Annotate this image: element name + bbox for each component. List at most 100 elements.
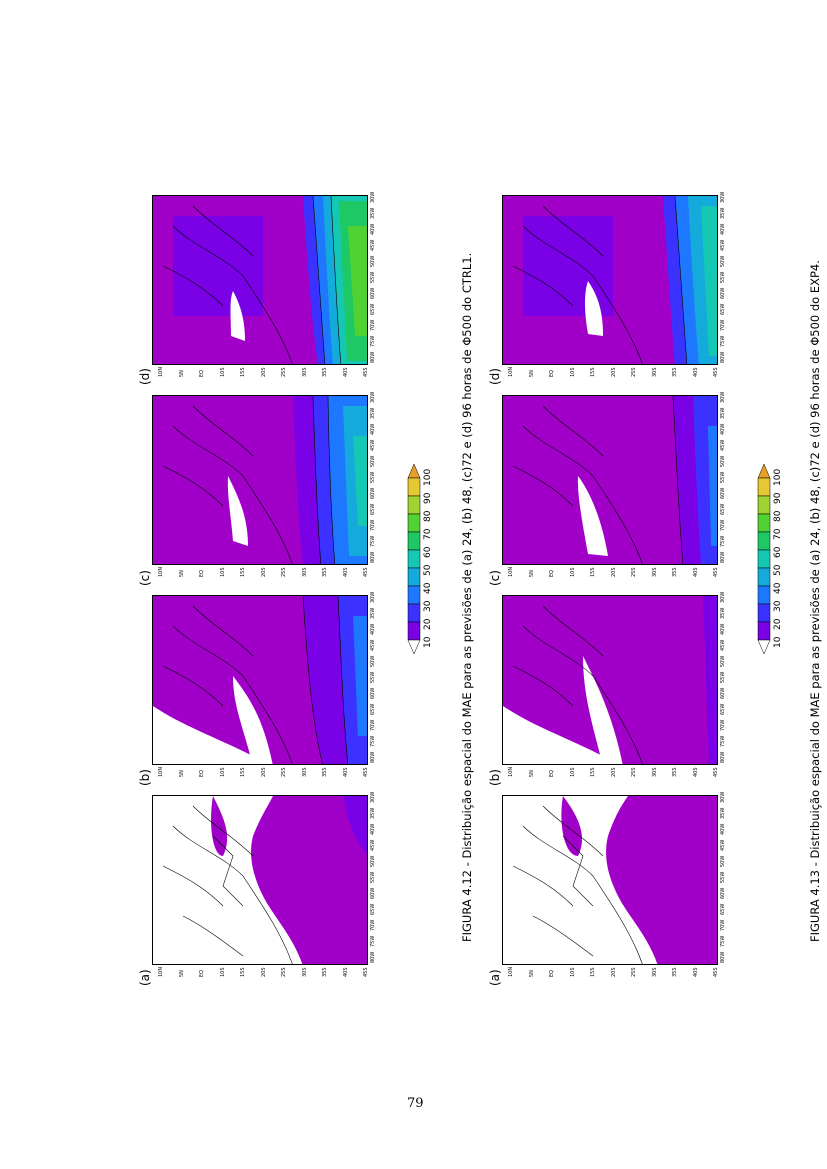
lat-tick-label: 30S <box>651 367 658 377</box>
lon-tick-label: 75W <box>370 535 376 547</box>
lat-tick-label: 40S <box>692 567 699 577</box>
lon-tick-label: 75W <box>370 335 376 347</box>
lat-tick-label: 20S <box>260 367 267 377</box>
lon-tick-label: 80W <box>720 351 726 363</box>
map-panel-b <box>502 595 718 765</box>
lon-tick-label: 80W <box>720 551 726 563</box>
lon-tick-label: 55W <box>370 671 376 683</box>
lon-tick-label: 50W <box>720 855 726 867</box>
lon-tick-label: 55W <box>370 871 376 883</box>
lat-tick-label: 30S <box>301 767 308 777</box>
lon-tick-label: 30W <box>720 191 726 203</box>
lat-tick-label: 45S <box>363 567 369 577</box>
lon-tick-label: 50W <box>370 455 376 467</box>
lat-tick-label: 45S <box>713 767 719 777</box>
lon-tick-label: 45W <box>370 839 376 851</box>
lon-tick-label: 70W <box>370 319 376 331</box>
colorbar-label: 20 <box>423 618 433 630</box>
lat-tick-label: 15S <box>240 367 246 377</box>
lon-tick-label: 40W <box>370 423 376 435</box>
lon-tick-label: 45W <box>370 439 376 451</box>
lon-tick-label: 30W <box>370 591 376 603</box>
colorbar-label: 10 <box>423 636 433 648</box>
lat-tick-label: EQ <box>199 969 205 977</box>
lon-tick-label: 70W <box>720 719 726 731</box>
map-panel-a <box>502 795 718 965</box>
lon-tick-label: 70W <box>370 719 376 731</box>
page-number: 79 <box>407 1096 424 1111</box>
lon-tick-label: 40W <box>370 223 376 235</box>
lon-tick-label: 55W <box>720 471 726 483</box>
lon-tick-label: 30W <box>720 791 726 803</box>
colorbar-swatch <box>757 513 771 533</box>
lat-tick-label: 35S <box>322 767 328 777</box>
lat-tick-label: 15S <box>590 767 596 777</box>
panel-label-b: (b) <box>138 769 152 786</box>
lat-tick-label: 10S <box>569 567 576 577</box>
panel-label-c: (c) <box>488 570 502 586</box>
lat-tick-label: 25S <box>281 367 287 377</box>
lat-tick-label: 5N <box>528 970 535 977</box>
colorbar-min-triangle <box>757 639 771 655</box>
lon-tick-label: 35W <box>720 407 726 419</box>
lon-tick-label: 60W <box>370 487 376 499</box>
lat-tick-label: 45S <box>363 967 369 977</box>
lat-tick-label: 5N <box>528 770 535 777</box>
lat-tick-label: 10S <box>219 567 226 577</box>
lat-tick-label: 35S <box>672 367 678 377</box>
lat-tick-label: 20S <box>610 367 617 377</box>
lon-tick-label: 75W <box>720 935 726 947</box>
lon-tick-label: 50W <box>370 255 376 267</box>
lon-tick-label: 80W <box>720 951 726 963</box>
colorbar-label: 100 <box>423 468 433 486</box>
panel-label-d: (d) <box>488 368 502 385</box>
colorbar-swatch <box>757 495 771 515</box>
lon-tick-label: 65W <box>370 903 376 915</box>
colorbar-label: 80 <box>773 510 783 522</box>
colorbar-label: 40 <box>423 582 433 594</box>
lat-tick-label: 10N <box>508 366 514 377</box>
lat-tick-label: 25S <box>631 367 637 377</box>
lon-tick-label: 40W <box>720 223 726 235</box>
lat-tick-label: 5N <box>178 970 185 977</box>
lat-tick-label: 25S <box>281 767 287 777</box>
lat-tick-label: EQ <box>199 369 205 377</box>
lon-tick-label: 35W <box>370 607 376 619</box>
lon-tick-label: 45W <box>720 439 726 451</box>
lon-tick-label: 70W <box>720 919 726 931</box>
lon-tick-label: 70W <box>370 919 376 931</box>
colorbar-label: 70 <box>423 528 433 540</box>
lon-tick-label: 55W <box>720 271 726 283</box>
lon-tick-label: 70W <box>370 519 376 531</box>
lon-tick-label: 65W <box>720 303 726 315</box>
lon-tick-label: 75W <box>370 735 376 747</box>
lon-tick-label: 75W <box>720 535 726 547</box>
lat-tick-label: 25S <box>631 967 637 977</box>
lat-tick-label: 40S <box>692 967 699 977</box>
lat-tick-label: 20S <box>260 767 267 777</box>
lat-tick-label: 30S <box>651 567 658 577</box>
lon-tick-label: 65W <box>720 703 726 715</box>
lon-tick-label: 55W <box>720 671 726 683</box>
colorbar-label: 40 <box>773 582 783 594</box>
colorbar-label: 10 <box>773 636 783 648</box>
lat-tick-label: 5N <box>178 770 185 777</box>
lat-tick-label: 10S <box>569 767 576 777</box>
lat-tick-label: 45S <box>363 767 369 777</box>
lat-tick-label: EQ <box>549 769 555 777</box>
lat-tick-label: 30S <box>301 367 308 377</box>
colorbar-swatch <box>757 567 771 587</box>
lat-tick-label: 25S <box>281 967 287 977</box>
map-panel-d <box>502 195 718 365</box>
lon-tick-label: 55W <box>370 471 376 483</box>
lon-tick-label: 45W <box>370 239 376 251</box>
lon-tick-label: 65W <box>370 303 376 315</box>
lat-tick-label: 30S <box>301 967 308 977</box>
lat-tick-label: 30S <box>651 967 658 977</box>
lon-tick-label: 35W <box>720 807 726 819</box>
lat-tick-label: 15S <box>590 367 596 377</box>
lon-tick-label: 75W <box>720 735 726 747</box>
lon-tick-label: 60W <box>720 487 726 499</box>
lon-tick-label: 35W <box>370 207 376 219</box>
figure-caption-4-13: FIGURA 4.13 - Distribuição espacial do M… <box>808 260 822 942</box>
